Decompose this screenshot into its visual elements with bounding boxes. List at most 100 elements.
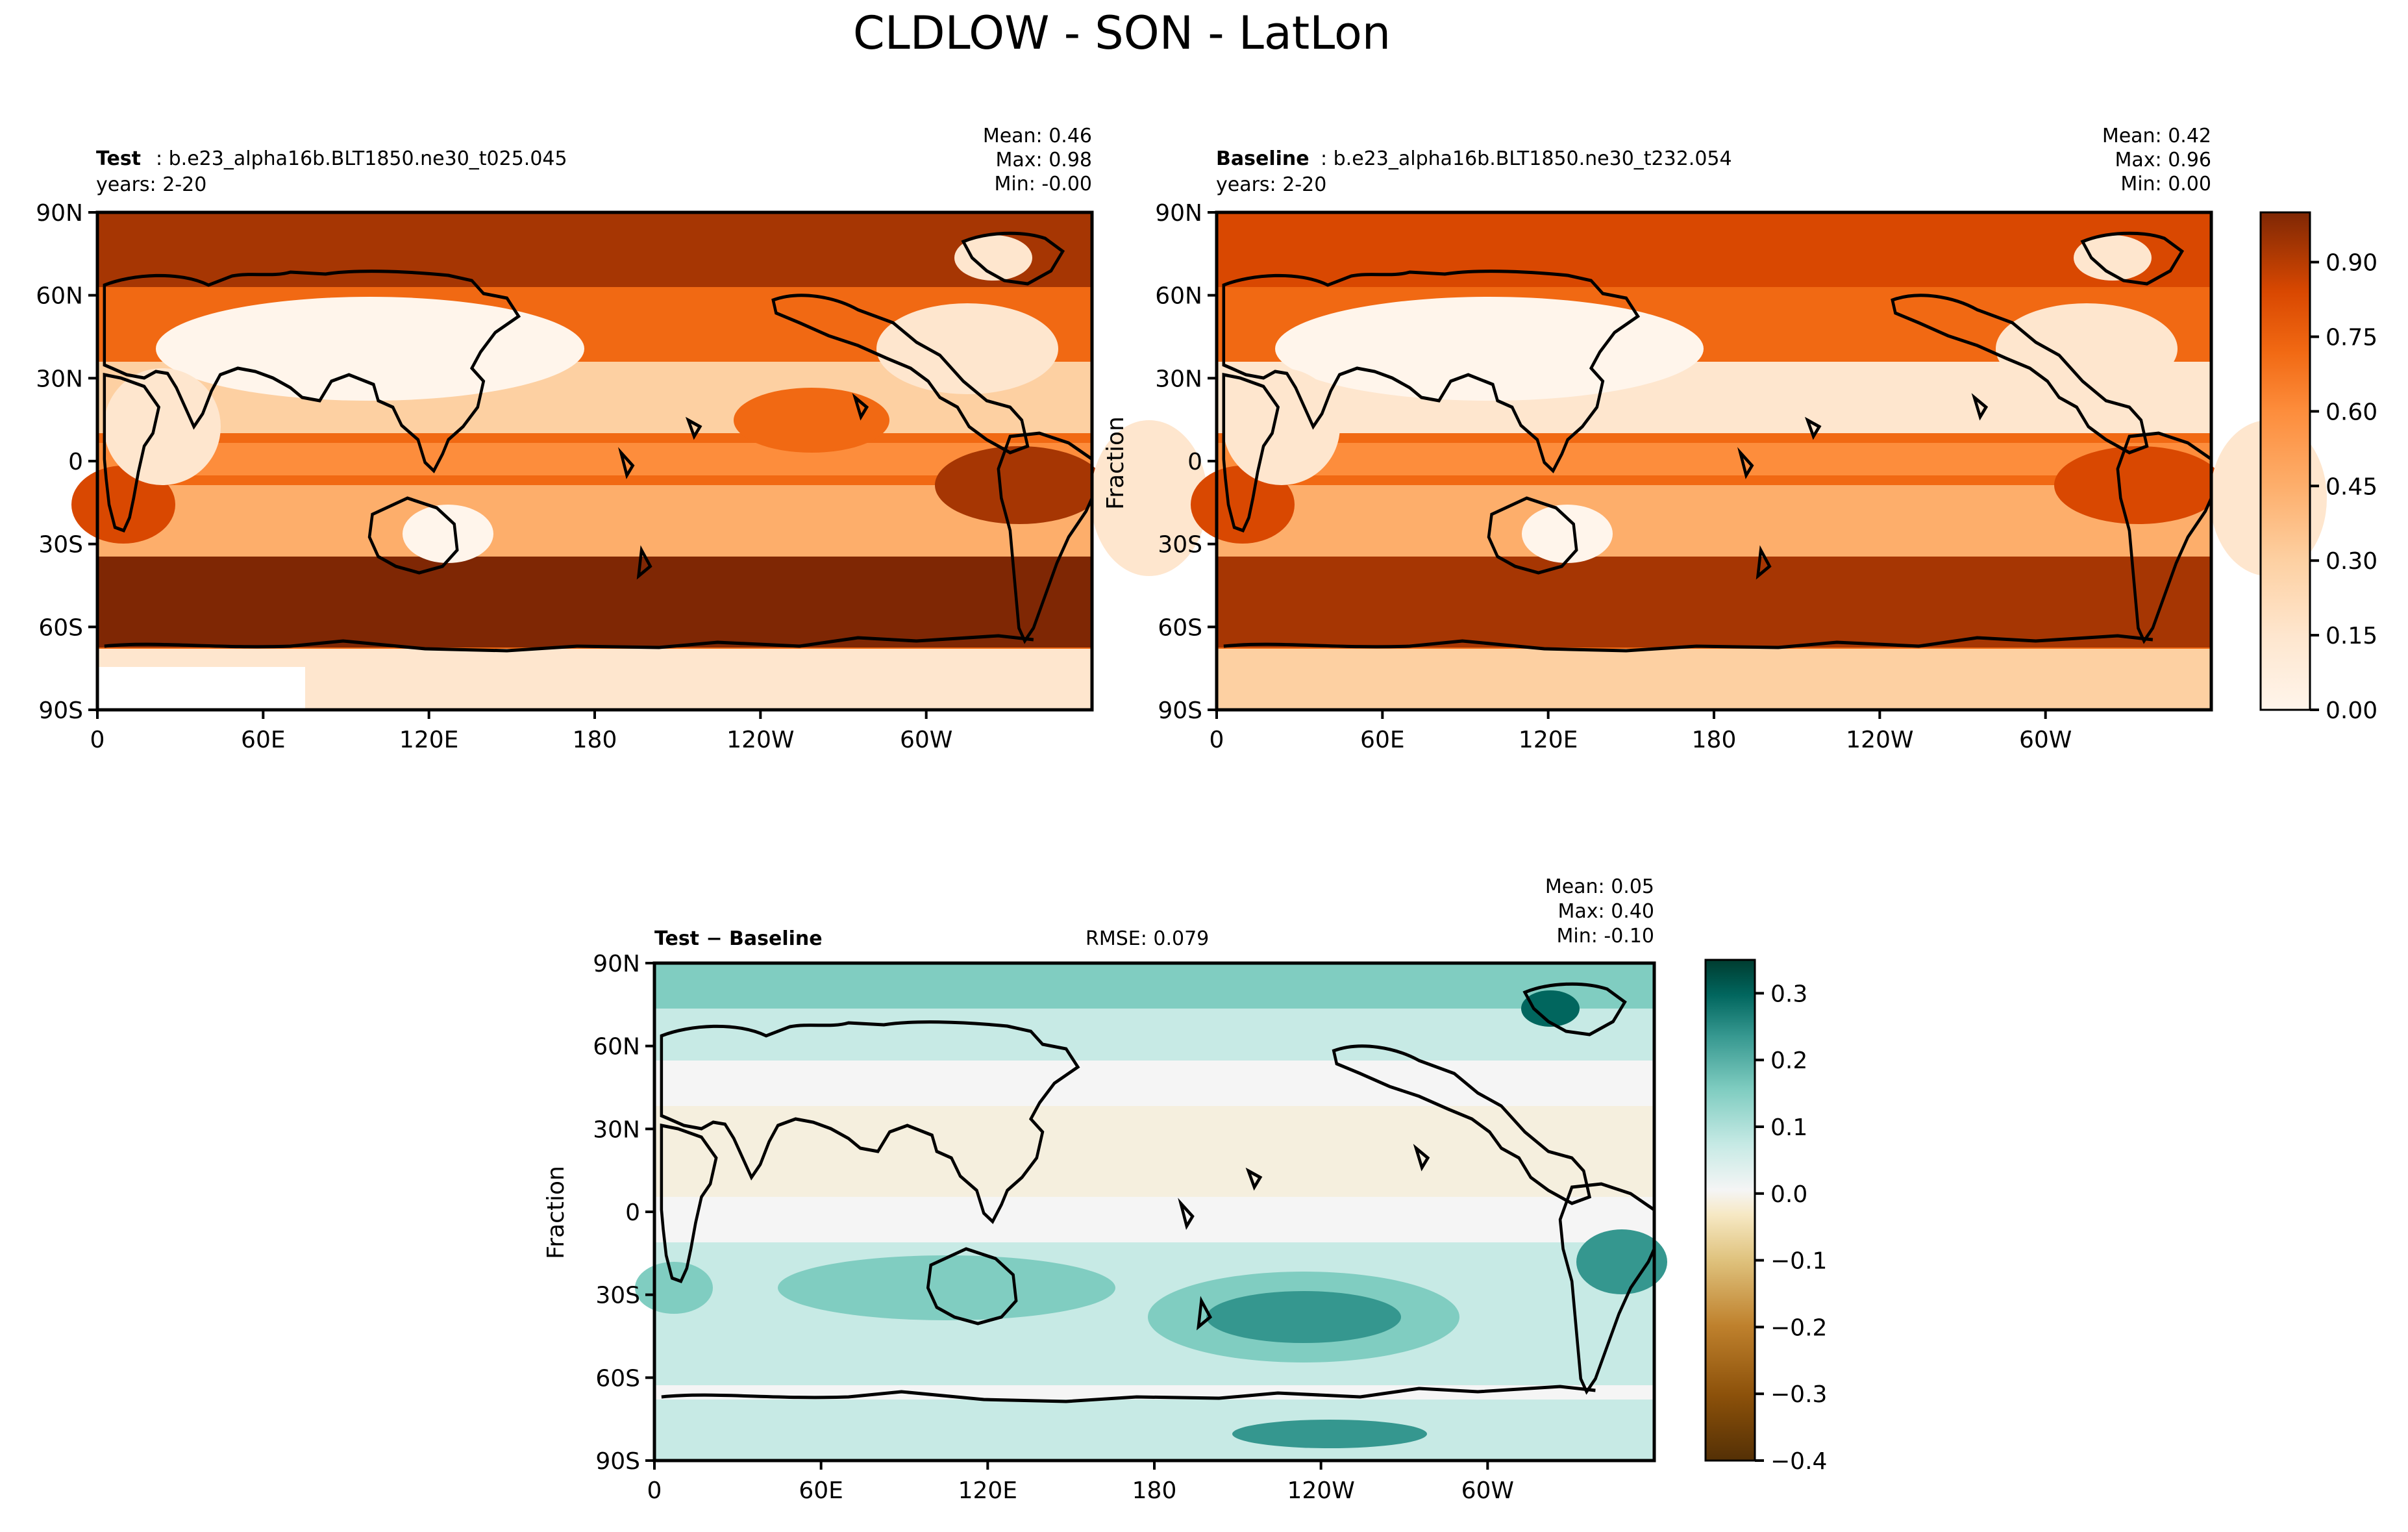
y-tick-label: 60N <box>593 1034 640 1061</box>
band-subtropics-s <box>1217 485 2211 557</box>
colorbar-tick-label: 0.45 <box>2326 473 2377 500</box>
colorbar-tick-label: −0.1 <box>1770 1248 1827 1275</box>
x-tick-label: 180 <box>573 727 617 753</box>
band-equator <box>97 443 1092 475</box>
greenland <box>2074 235 2152 281</box>
x-tick-label: 120E <box>399 727 458 753</box>
x-tick-label: 60W <box>1461 1477 1514 1504</box>
antarctica-high <box>97 667 305 710</box>
map-plot: 0 60E 120E 180 120W 60W 90N 60N 30N 0 30S 60S 90S <box>1155 200 2327 753</box>
x-tick-label: 180 <box>1692 727 1737 753</box>
colorbar-tick-label: 0.60 <box>2326 399 2377 425</box>
x-tick-label: 60E <box>1360 727 1405 753</box>
x-tick-label: 120W <box>726 727 794 753</box>
y-tick-label: 90N <box>1155 200 1202 227</box>
land-africa <box>1223 368 1340 485</box>
y-tick-label: 60N <box>36 283 83 310</box>
x-tick-label: 180 <box>1132 1477 1177 1504</box>
y-axis-label: Fraction <box>543 1166 569 1259</box>
land-samerica <box>1091 420 1208 576</box>
band-subtropics-n <box>654 1106 1654 1197</box>
colorbar-ramp <box>2259 211 2311 711</box>
x-tick-label: 120E <box>1519 727 1578 753</box>
atlantic-positive <box>1576 1229 1667 1294</box>
band-southern-ocean <box>97 557 1092 647</box>
x-tick-label: 60E <box>799 1477 843 1504</box>
years-label: years: 2-20 <box>96 173 206 196</box>
band-equator <box>1217 443 2211 475</box>
y-tick-label: 30N <box>593 1116 640 1143</box>
map-plot: 0 60E 120E 180 120W 60W 90N 60N 30N 0 30S 60S 90S <box>593 951 1667 1504</box>
x-tick-label: 0 <box>647 1477 662 1504</box>
y-tick-label: 30S <box>595 1283 640 1309</box>
x-tick-label: 60E <box>241 727 286 753</box>
x-tick-label: 120E <box>958 1477 1017 1504</box>
band-southern-ocean <box>1217 557 2211 647</box>
y-tick-label: 90S <box>1158 697 1202 724</box>
y-tick-label: 90N <box>593 951 640 977</box>
colorbar-ticks: 0.3 0.2 0.1 0.0 −0.1 −0.2 −0.3 −0.4 <box>1755 981 1827 1475</box>
stat-max: Max: 0.98 <box>996 149 1092 171</box>
y-tick-label: 60S <box>595 1365 640 1392</box>
y-tick-label: 30S <box>38 532 83 559</box>
y-tick-label: 30N <box>36 366 83 392</box>
y-tick-label: 90N <box>36 200 83 227</box>
panel-label: Baseline <box>1216 147 1310 170</box>
colorbar-tick-label: 0.75 <box>2326 325 2377 351</box>
y-tick-label: 60S <box>38 614 83 641</box>
x-ticks: 0 60E 120E 180 120W 60W <box>90 710 952 753</box>
land-australia <box>1522 505 1613 563</box>
colorbar-tick-label: 0.1 <box>1770 1114 1807 1141</box>
panel-difference: Test − Baseline RMSE: 0.079 Mean: 0.05 M… <box>543 875 1827 1504</box>
greenland-hotspot <box>1521 990 1580 1027</box>
stat-max: Max: 0.40 <box>1558 900 1654 923</box>
stat-min: Min: -0.00 <box>995 173 1093 195</box>
colorbar-tick-label: −0.4 <box>1770 1448 1827 1475</box>
southern-positive <box>778 1255 1115 1320</box>
colorbar-diff: 0.3 0.2 0.1 0.0 −0.1 −0.2 −0.3 −0.4 <box>1704 959 1827 1475</box>
colorbar-tick-label: 0.15 <box>2326 623 2377 649</box>
y-tick-label: 0 <box>1187 449 1202 475</box>
stat-min: Min: -0.10 <box>1557 925 1655 948</box>
panel-label: Test − Baseline <box>654 927 823 950</box>
band-arctic <box>654 963 1654 1009</box>
y-tick-label: 60S <box>1158 614 1202 641</box>
x-tick-label: 120W <box>1846 727 1913 753</box>
y-tick-label: 90S <box>595 1448 640 1475</box>
y-tick-label: 30S <box>1158 532 1202 559</box>
colorbar-tick-label: 0.3 <box>1770 981 1807 1007</box>
figure-title: CLDLOW - SON - LatLon <box>853 6 1391 60</box>
colorbar-tick-label: 0.2 <box>1770 1048 1807 1074</box>
y-tick-label: 60N <box>1155 283 1202 310</box>
stratocumulus-california <box>734 388 889 453</box>
land-asia <box>156 297 584 401</box>
colorbar-tick-label: −0.2 <box>1770 1314 1827 1341</box>
land-namerica <box>1996 303 2178 394</box>
stat-mean: Mean: 0.42 <box>2102 125 2211 147</box>
panel-test: Test : b.e23_alpha16b.BLT1850.ne30_t025.… <box>36 125 1208 753</box>
map-plot: 0 60E 120E 180 120W 60W 90N 60N 30N 0 30S 60S 90S <box>36 200 1208 753</box>
land-africa <box>104 368 221 485</box>
y-ticks: 90N 60N 30N 0 30S 60S 90S <box>593 951 654 1475</box>
colorbar-tick-label: 0.00 <box>2326 697 2377 724</box>
y-tick-label: 0 <box>625 1199 640 1226</box>
colorbar-tick-label: 0.30 <box>2326 548 2377 575</box>
x-tick-label: 120W <box>1287 1477 1355 1504</box>
stat-mean: Mean: 0.46 <box>983 125 1092 147</box>
land-namerica <box>876 303 1058 394</box>
x-ticks: 0 60E 120E 180 120W 60W <box>1210 710 2072 753</box>
colorbar-tick-label: −0.3 <box>1770 1381 1827 1408</box>
case-name: : b.e23_alpha16b.BLT1850.ne30_t232.054 <box>1321 147 1732 170</box>
rmse-label: RMSE: 0.079 <box>1086 927 1209 950</box>
panel-baseline: Baseline : b.e23_alpha16b.BLT1850.ne30_t… <box>1102 125 2377 753</box>
land-australia <box>403 505 493 563</box>
y-tick-label: 30N <box>1155 366 1202 392</box>
y-axis-label: Fraction <box>1102 416 1129 510</box>
pacific-core <box>1206 1291 1401 1343</box>
stratocumulus-peru <box>935 446 1104 524</box>
atlantic-west <box>635 1262 713 1314</box>
colorbar-oranges: 0.90 0.75 0.60 0.45 0.30 0.15 0.00 <box>2259 211 2377 724</box>
x-tick-label: 60W <box>900 727 952 753</box>
stat-mean: Mean: 0.05 <box>1545 875 1654 898</box>
land-asia <box>1275 297 1704 401</box>
